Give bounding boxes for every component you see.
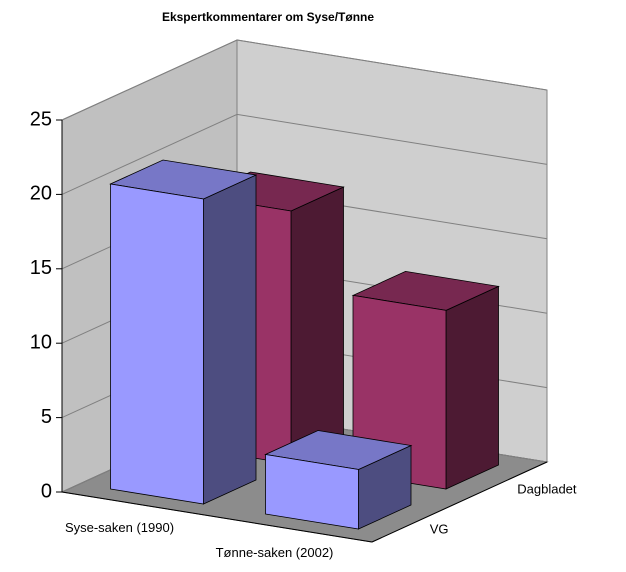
bar-side	[203, 174, 257, 505]
bar-front	[110, 183, 204, 505]
y-tick-label: 15	[30, 257, 52, 279]
grid-line	[61, 113, 548, 195]
depth-axis	[371, 461, 548, 543]
y-tick-label: 0	[41, 480, 52, 502]
grid-line	[61, 39, 548, 121]
x-tick-label: Tønne-saken (2002)	[216, 545, 334, 560]
bar-side	[445, 285, 499, 490]
bar-front	[265, 454, 359, 530]
y-tick-label: 5	[41, 406, 52, 428]
y-tick-label: 25	[30, 108, 52, 130]
chart-title: Ekspertkommentarer om Syse/Tønne	[162, 10, 374, 24]
x-axis	[61, 491, 373, 543]
y-tick-label: 20	[30, 183, 52, 205]
series-label: VG	[430, 521, 449, 536]
series-label: Dagbladet	[517, 481, 577, 496]
y-tick-label: 10	[30, 331, 52, 353]
x-tick-label: Syse-saken (1990)	[65, 520, 174, 535]
bar-side	[290, 186, 344, 465]
